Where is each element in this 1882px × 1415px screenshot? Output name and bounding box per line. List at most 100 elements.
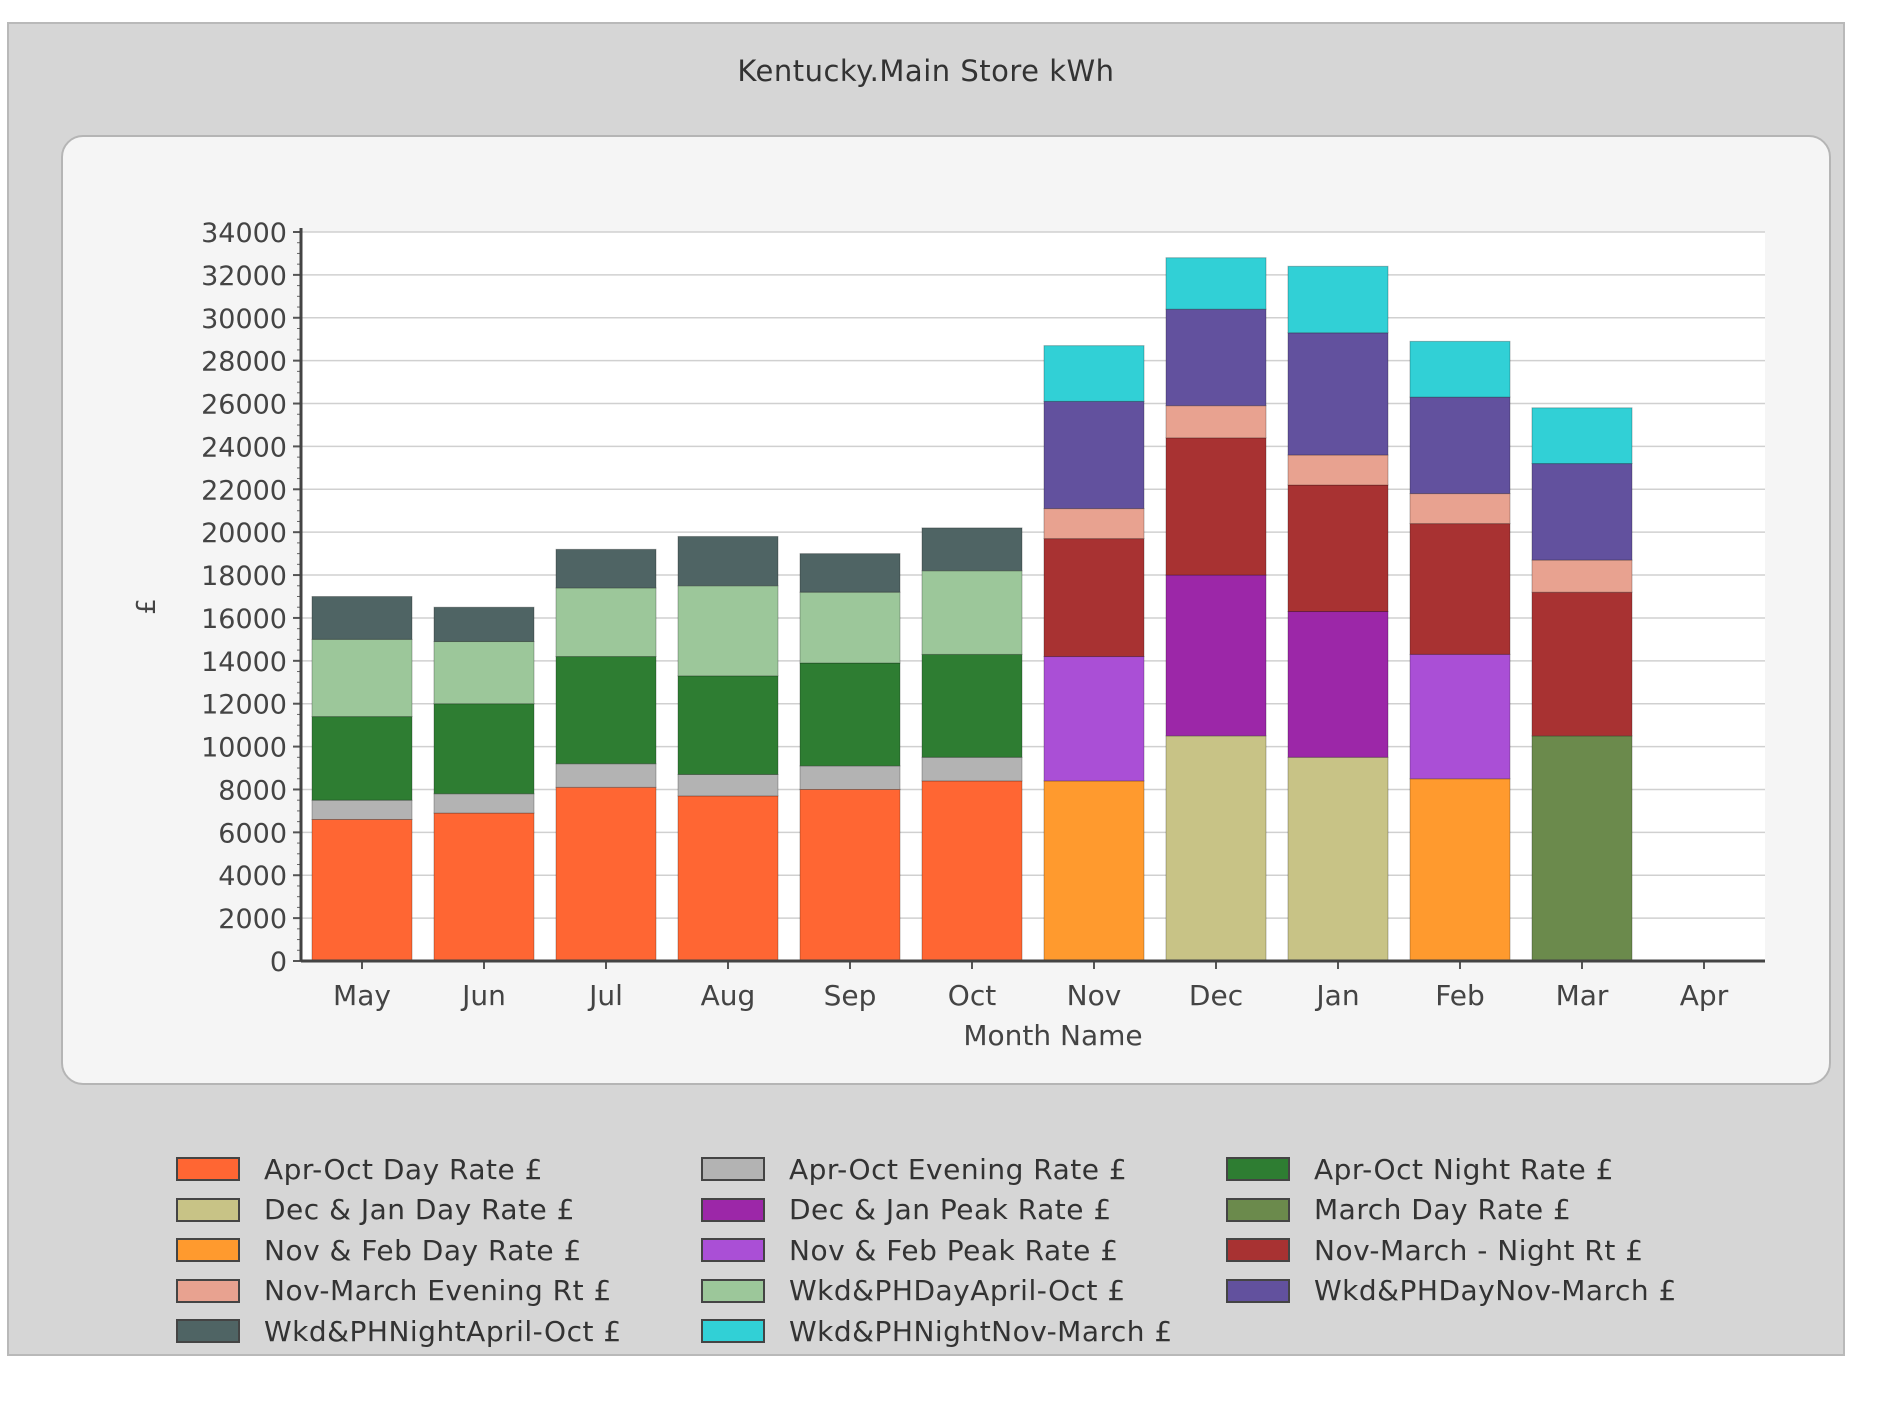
bar-segment — [1043, 400, 1145, 510]
legend-item: Dec & Jan Day Rate £ — [176, 1193, 575, 1227]
legend-label: Dec & Jan Peak Rate £ — [789, 1193, 1112, 1226]
y-tick-label: 26000 — [201, 390, 287, 421]
bar-segment — [555, 587, 657, 658]
y-tick-label: 24000 — [201, 432, 287, 463]
plot-background — [301, 232, 1765, 961]
legend-label: Dec & Jan Day Rate £ — [264, 1193, 575, 1226]
x-tick-label: Aug — [701, 979, 756, 1012]
chart-frame: Kentucky.Main Store kWh 0 2000 4000 6000 800… — [7, 22, 1845, 1356]
x-tick-label: Sep — [824, 979, 877, 1012]
bar-segment — [677, 773, 779, 797]
bar-segment — [1531, 735, 1633, 962]
legend-label: Wkd&PHDayApril-Oct £ — [789, 1274, 1126, 1307]
legend-swatch — [176, 1238, 240, 1262]
legend-label: Wkd&PHNightApril-Oct £ — [264, 1314, 622, 1348]
x-tick-label: Dec — [1189, 979, 1243, 1012]
legend-label: Wkd&PHNightNov-March £ — [789, 1314, 1173, 1348]
bar-segment — [311, 799, 413, 820]
bar-segment — [1043, 780, 1145, 962]
bar-segment — [311, 596, 413, 640]
y-tick-label: 0 — [270, 947, 287, 978]
bar-segment — [1287, 484, 1389, 613]
bar-segment — [1409, 523, 1511, 655]
x-tick-label: Mar — [1556, 979, 1609, 1012]
legend-item: Apr-Oct Evening Rate £ — [701, 1152, 1127, 1186]
bar-segment — [1531, 463, 1633, 561]
legend-item: Nov-March Evening Rt £ — [176, 1274, 612, 1308]
y-tick-label: 6000 — [218, 818, 287, 849]
bar-segment — [1043, 345, 1145, 402]
plot-area: 0 2000 4000 6000 8000 10000 12000 14000 16000 180… — [132, 218, 1765, 1052]
legend-swatch — [1226, 1278, 1290, 1303]
bar-segment — [1409, 493, 1511, 525]
bar-segment — [1165, 308, 1267, 407]
bar-segment — [555, 656, 657, 765]
legend-item: Wkd&PHNightNov-March £ — [701, 1314, 1173, 1348]
legend-swatch — [176, 1319, 240, 1343]
bar-segment — [1531, 407, 1633, 465]
x-tick-label: May — [333, 979, 391, 1012]
legend-swatch — [701, 1238, 765, 1262]
bar-segment — [311, 716, 413, 801]
bar-segment — [921, 527, 1023, 572]
bar-segment — [1287, 611, 1389, 758]
y-tick-label: 16000 — [201, 604, 287, 635]
bar-segment — [1287, 454, 1389, 486]
y-axis-title: £ — [132, 598, 162, 615]
x-tick-label: Jul — [587, 979, 623, 1012]
legend-swatch — [1226, 1238, 1290, 1262]
bar-segment — [1531, 591, 1633, 737]
y-tick-label: 4000 — [218, 861, 287, 892]
y-tick-label: 14000 — [201, 647, 287, 678]
y-tick-label: 32000 — [201, 261, 287, 292]
bar-segment — [799, 553, 901, 593]
legend-label: Apr-Oct Night Rate £ — [1314, 1152, 1614, 1186]
bar-segment — [799, 788, 901, 962]
legend: Apr-Oct Day Rate £ Apr-Oct Evening Rate £… — [176, 1152, 1816, 1362]
x-axis-title: Month Name — [963, 1019, 1142, 1052]
legend-item: Apr-Oct Day Rate £ — [176, 1152, 543, 1186]
bar-segment — [1531, 559, 1633, 593]
y-tick-label: 20000 — [201, 518, 287, 549]
y-tick-label: 18000 — [201, 561, 287, 592]
bar-segment — [921, 756, 1023, 782]
legend-label: Apr-Oct Day Rate £ — [264, 1152, 543, 1186]
bar-segment — [433, 812, 535, 962]
y-tick-label: 34000 — [201, 218, 287, 249]
bar-segment — [1043, 508, 1145, 540]
bar-segment — [1165, 437, 1267, 576]
bar-segment — [1287, 332, 1389, 456]
chart-title: Kentucky.Main Store kWh — [737, 54, 1115, 88]
bar-segment — [799, 591, 901, 664]
bar-segment — [1409, 340, 1511, 398]
legend-label: Wkd&PHDayNov-March £ — [1314, 1274, 1677, 1307]
legend-label: Nov & Feb Peak Rate £ — [789, 1233, 1119, 1267]
bar-segment — [1165, 257, 1267, 310]
bar-segment — [921, 570, 1023, 655]
legend-item: Wkd&PHDayNov-March £ — [1226, 1274, 1677, 1308]
bar-segment — [921, 653, 1023, 758]
bar-segment — [677, 795, 779, 962]
bar-segment — [555, 786, 657, 962]
bar-segment — [1165, 574, 1267, 737]
legend-label: Nov-March - Night Rt £ — [1314, 1233, 1644, 1267]
legend-swatch — [1226, 1157, 1290, 1181]
bar-segment — [1165, 405, 1267, 439]
bar-segment — [311, 818, 413, 962]
legend-label: Nov & Feb Day Rate £ — [264, 1233, 582, 1267]
bar-segment — [799, 765, 901, 790]
x-tick-label: Apr — [1680, 979, 1729, 1012]
bar-segment — [1043, 656, 1145, 782]
bar-segment — [433, 606, 535, 643]
legend-label: March Day Rate £ — [1314, 1193, 1572, 1226]
bar-segment — [433, 641, 535, 705]
legend-item: March Day Rate £ — [1226, 1193, 1571, 1227]
legend-item: Nov & Feb Day Rate £ — [176, 1233, 582, 1267]
legend-swatch — [1226, 1197, 1290, 1222]
legend-item: Wkd&PHDayApril-Oct £ — [701, 1274, 1126, 1308]
bar-segment — [677, 675, 779, 775]
y-tick-label: 12000 — [201, 690, 287, 721]
legend-item: Nov & Feb Peak Rate £ — [701, 1233, 1119, 1267]
bar-segment — [311, 638, 413, 718]
bar-segment — [555, 548, 657, 589]
